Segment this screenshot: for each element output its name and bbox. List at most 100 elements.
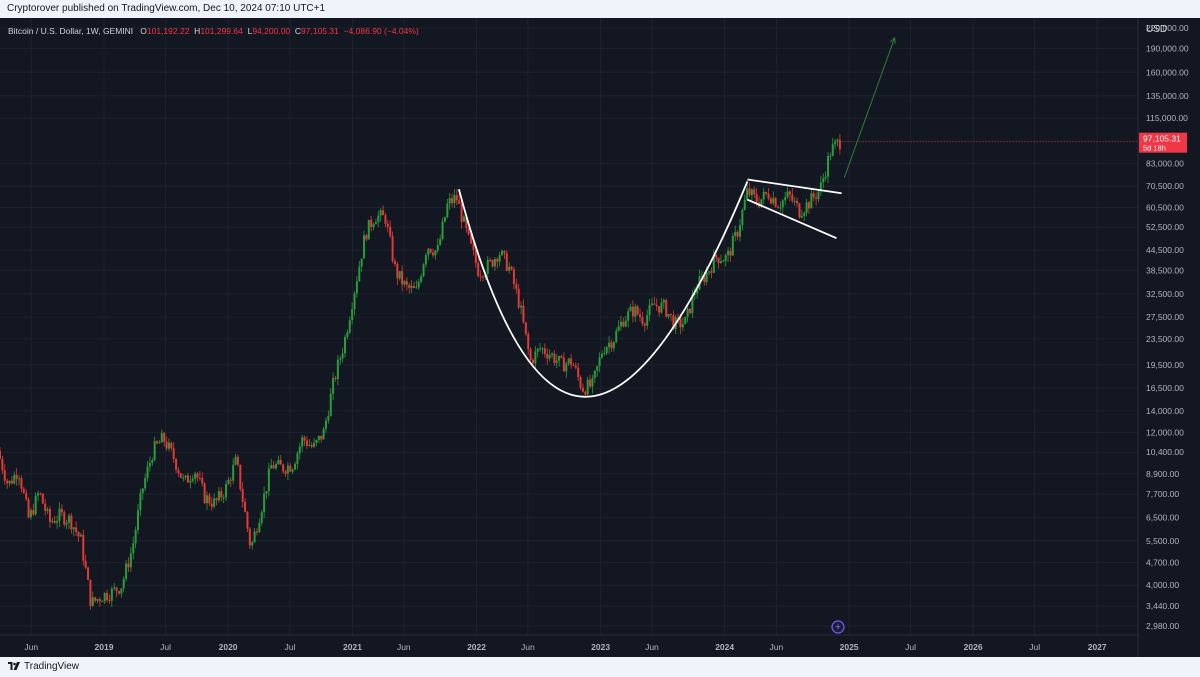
candle-up bbox=[403, 281, 406, 285]
candle-up bbox=[265, 491, 268, 494]
candle-up bbox=[436, 244, 439, 251]
candle-up bbox=[358, 266, 361, 282]
event-marker[interactable]: + bbox=[831, 620, 845, 634]
price-axis[interactable]: 220,000.00 190,000.00 160,000.00 135,000.00… bbox=[1146, 23, 1189, 631]
candle-down bbox=[0, 450, 1, 459]
candle-down bbox=[10, 480, 13, 484]
candle-down bbox=[284, 471, 287, 474]
candle-down bbox=[106, 592, 109, 600]
candle-down bbox=[791, 194, 794, 201]
candle-up bbox=[534, 351, 537, 364]
candle-up bbox=[605, 347, 608, 354]
candle-down bbox=[396, 263, 399, 279]
candle-up bbox=[441, 221, 444, 240]
drawings[interactable] bbox=[458, 36, 896, 398]
candle-up bbox=[722, 260, 725, 262]
cup-curve-drawing[interactable] bbox=[458, 181, 749, 398]
time-tick-label: Jun bbox=[521, 642, 535, 652]
candle-up bbox=[13, 474, 16, 484]
time-tick-label: Jun bbox=[24, 642, 38, 652]
candle-down bbox=[524, 322, 527, 334]
bar-countdown: 5d 18h bbox=[1143, 144, 1166, 153]
price-tick-label: 83,000.00 bbox=[1146, 159, 1184, 169]
candle-up bbox=[46, 509, 49, 511]
candle-up bbox=[91, 597, 94, 606]
candle-up bbox=[103, 592, 106, 602]
candle-down bbox=[98, 599, 101, 602]
time-tick-label: 2022 bbox=[467, 642, 486, 652]
candle-up bbox=[332, 377, 335, 394]
candle-up bbox=[746, 188, 749, 200]
price-tick-label: 4,000.00 bbox=[1146, 580, 1179, 590]
time-tick-label: Jun bbox=[769, 642, 783, 652]
candle-up bbox=[800, 215, 803, 218]
chart-pane[interactable]: 220,000.00 190,000.00 160,000.00 135,000.00… bbox=[0, 18, 1200, 657]
candle-down bbox=[622, 321, 625, 327]
candle-down bbox=[53, 521, 56, 523]
price-tick-label: 8,900.00 bbox=[1146, 469, 1179, 479]
candle-up bbox=[662, 300, 665, 303]
candle-up bbox=[705, 272, 708, 282]
candle-up bbox=[624, 320, 627, 327]
candle-up bbox=[134, 529, 137, 544]
candle-down bbox=[451, 198, 454, 203]
projection-arrow-line[interactable] bbox=[843, 37, 896, 178]
candle-down bbox=[584, 391, 587, 395]
price-tick-label: 160,000.00 bbox=[1146, 67, 1189, 77]
candle-down bbox=[710, 271, 713, 273]
candle-down bbox=[631, 306, 634, 317]
candle-down bbox=[84, 560, 87, 568]
time-axis[interactable]: Jun 2019 Jul 2020 Jul 2021 Jun 2022 Jun 2023 Jun 20… bbox=[24, 642, 1107, 652]
time-tick-label: 2019 bbox=[95, 642, 114, 652]
candle-down bbox=[177, 469, 180, 474]
time-tick-label: Jul bbox=[285, 642, 296, 652]
candle-up bbox=[160, 432, 163, 443]
candle-down bbox=[179, 473, 182, 478]
candle-down bbox=[334, 377, 337, 379]
price-tick-label: 6,500.00 bbox=[1146, 513, 1179, 523]
flag-lower-trendline[interactable] bbox=[747, 198, 837, 240]
candle-down bbox=[82, 534, 85, 561]
candle-down bbox=[25, 492, 28, 500]
candle-down bbox=[512, 269, 515, 285]
candle-down bbox=[44, 503, 47, 511]
candle-up bbox=[122, 578, 125, 589]
candle-up bbox=[646, 315, 649, 326]
candlestick-chart[interactable]: 220,000.00 190,000.00 160,000.00 135,000.00… bbox=[0, 18, 1200, 657]
candle-up bbox=[79, 534, 82, 537]
event-marker-circle[interactable] bbox=[831, 620, 845, 634]
candle-down bbox=[408, 284, 411, 288]
candle-down bbox=[429, 248, 432, 253]
candle-up bbox=[824, 176, 827, 179]
candle-up bbox=[189, 480, 192, 483]
candle-down bbox=[175, 458, 178, 470]
candle-up bbox=[417, 281, 420, 288]
candle-up bbox=[167, 442, 170, 449]
candle-down bbox=[472, 243, 475, 251]
candle-down bbox=[310, 445, 313, 447]
price-tick-label: 115,000.00 bbox=[1146, 113, 1188, 123]
last-price-tag: 97,105.31 5d 18h bbox=[1139, 132, 1187, 153]
candle-up bbox=[34, 495, 37, 515]
candle-down bbox=[491, 260, 494, 267]
candle-up bbox=[355, 281, 358, 294]
projection-arrow-head bbox=[889, 36, 896, 44]
candle-down bbox=[798, 203, 801, 218]
flag-upper-trendline[interactable] bbox=[747, 178, 842, 195]
candle-down bbox=[529, 349, 532, 360]
candle-up bbox=[696, 289, 699, 294]
candle-up bbox=[327, 416, 330, 421]
candle-up bbox=[427, 248, 430, 256]
candle-up bbox=[294, 463, 297, 470]
candle-down bbox=[165, 441, 168, 449]
close-label: C bbox=[294, 26, 302, 36]
candle-up bbox=[96, 599, 99, 601]
candle-up bbox=[708, 271, 711, 273]
candle-down bbox=[384, 215, 387, 224]
candle-up bbox=[831, 144, 834, 156]
candle-down bbox=[163, 432, 166, 442]
candle-up bbox=[372, 224, 375, 228]
candle-down bbox=[393, 260, 396, 264]
candle-down bbox=[39, 493, 42, 495]
candle-up bbox=[779, 207, 782, 209]
